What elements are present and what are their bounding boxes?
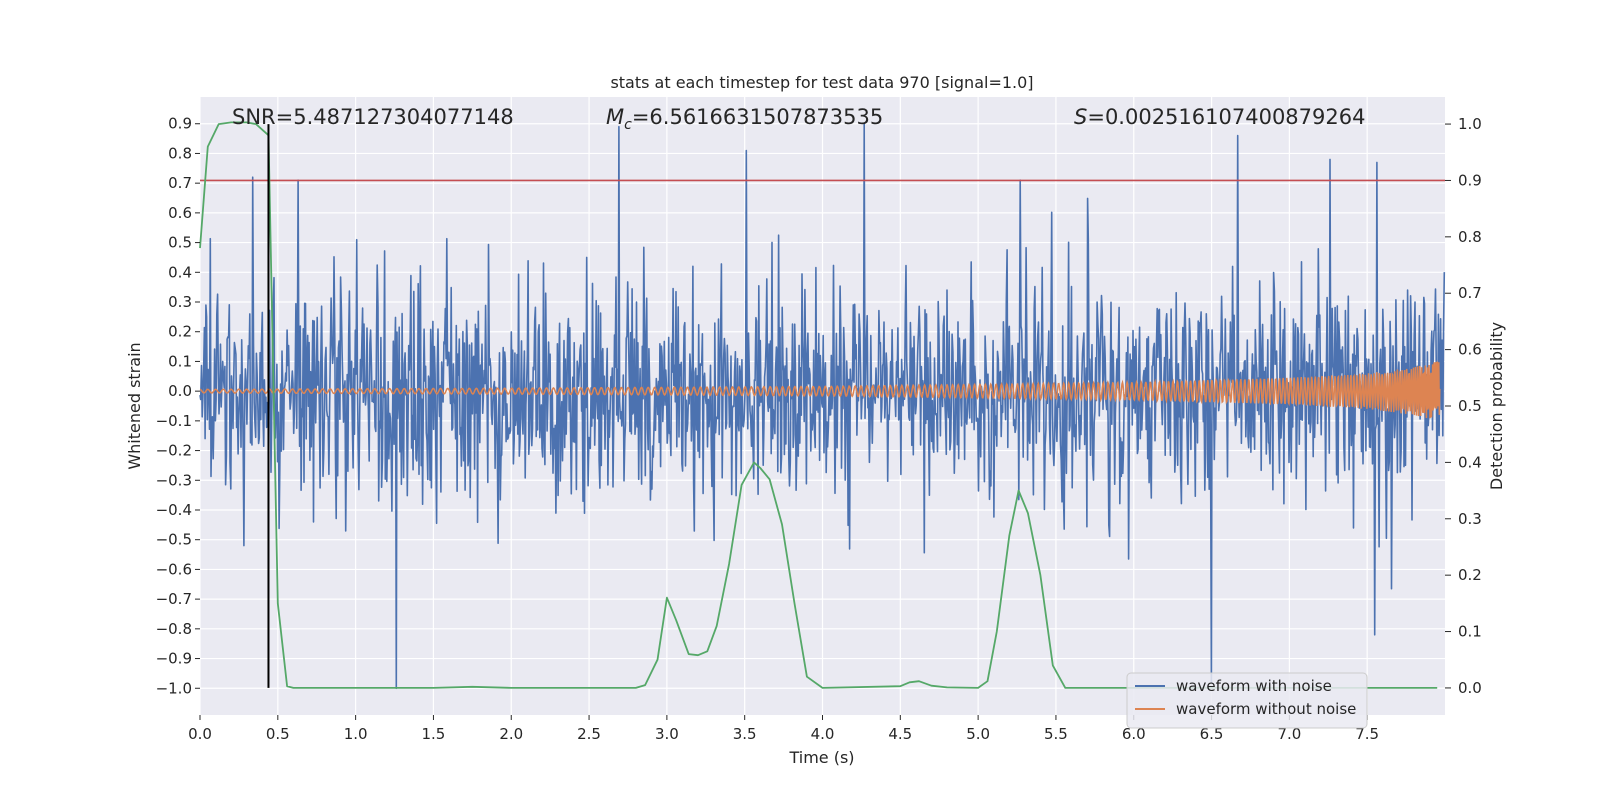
- legend: waveform with noise waveform without noi…: [1126, 672, 1368, 729]
- y-tick-label: −0.5: [156, 531, 192, 549]
- right-tick-label: 0.8: [1458, 228, 1482, 246]
- y-tick-label: 0.2: [168, 323, 192, 341]
- x-tick-label: 4.0: [811, 725, 835, 743]
- y-axis-label: Whitened strain: [125, 342, 144, 469]
- y-tick-label: 0.9: [168, 115, 192, 133]
- legend-box: [1126, 672, 1368, 729]
- x-tick-label: 4.5: [888, 725, 912, 743]
- x-tick-label: 2.0: [499, 725, 523, 743]
- x-tick-label: 0.0: [188, 725, 212, 743]
- axes-layer: 0.0 0.5 1.0 1.5 2.0 2.5 3.0 3.5 4.0 4.5 5.0 5.5 6.0 6…: [156, 115, 1482, 743]
- y-tick-label: 0.3: [168, 293, 192, 311]
- plot-layer: [199, 121, 1446, 690]
- right-tick-label: 0.2: [1458, 566, 1482, 584]
- x-tick-label: 7.5: [1355, 725, 1379, 743]
- right-tick-label: 0.1: [1458, 623, 1482, 641]
- y-tick-label: −0.4: [156, 501, 192, 519]
- legend-label-clean: waveform without noise: [1176, 700, 1356, 718]
- x-tick-label: 7.0: [1277, 725, 1301, 743]
- x-tick-label: 0.5: [266, 725, 290, 743]
- y-tick-label: 0.0: [168, 382, 192, 400]
- series-waveform-with-noise: [199, 122, 1446, 690]
- s-value: =0.002516107400879264: [1087, 105, 1365, 129]
- x-tick-label: 3.0: [655, 725, 679, 743]
- y-tick-label: 0.7: [168, 174, 192, 192]
- x-tick-label: 3.5: [733, 725, 757, 743]
- x-axis-label: Time (s): [788, 748, 854, 767]
- right-tick-label: 0.3: [1458, 510, 1482, 528]
- x-tick-label: 6.0: [1122, 725, 1146, 743]
- y-tick-label: −1.0: [156, 679, 192, 697]
- series-detection-probability: [199, 121, 1438, 689]
- y-tick-label: −0.1: [156, 412, 192, 430]
- x-tick-label: 5.5: [1044, 725, 1068, 743]
- right-tick-label: 0.7: [1458, 284, 1482, 302]
- s-annotation: S=0.002516107400879264: [1074, 105, 1365, 129]
- y-tick-label: −0.6: [156, 560, 192, 578]
- y-tick-label: 0.4: [168, 263, 192, 281]
- right-tick-label: 0.9: [1458, 171, 1482, 189]
- right-tick-label: 0.0: [1458, 679, 1482, 697]
- x-tick-label: 1.5: [422, 725, 446, 743]
- x-tick-label: 6.5: [1200, 725, 1224, 743]
- x-tick-label: 2.5: [577, 725, 601, 743]
- mc-symbol: M: [606, 105, 624, 129]
- mc-annotation: Mc=6.5616631507873535: [606, 105, 883, 133]
- s-symbol: S: [1074, 105, 1087, 129]
- y-tick-label: 0.8: [168, 144, 192, 162]
- chart-title: stats at each timestep for test data 970…: [610, 73, 1033, 92]
- mc-subscript: c: [624, 117, 632, 133]
- right-tick-label: 1.0: [1458, 115, 1482, 133]
- y-tick-label: −0.9: [156, 650, 192, 668]
- right-tick-label: 0.6: [1458, 341, 1482, 359]
- right-tick-label: 0.5: [1458, 397, 1482, 415]
- y-tick-label: −0.2: [156, 442, 192, 460]
- y-tick-label: −0.8: [156, 620, 192, 638]
- snr-annotation: SNR=5.487127304077148: [232, 105, 514, 129]
- y-tick-label: 0.6: [168, 204, 192, 222]
- mc-value: =6.5616631507873535: [632, 105, 883, 129]
- y-axis-label-right: Detection probability: [1487, 322, 1506, 490]
- y-tick-label: 0.1: [168, 352, 192, 370]
- y-tick-label: −0.7: [156, 590, 192, 608]
- series-waveform-without-noise: [199, 361, 1441, 419]
- legend-label-noise: waveform with noise: [1176, 677, 1332, 695]
- y-tick-label: −0.3: [156, 471, 192, 489]
- x-tick-label: 1.0: [344, 725, 368, 743]
- y-tick-label: 0.5: [168, 234, 192, 252]
- x-tick-label: 5.0: [966, 725, 990, 743]
- right-tick-label: 0.4: [1458, 453, 1482, 471]
